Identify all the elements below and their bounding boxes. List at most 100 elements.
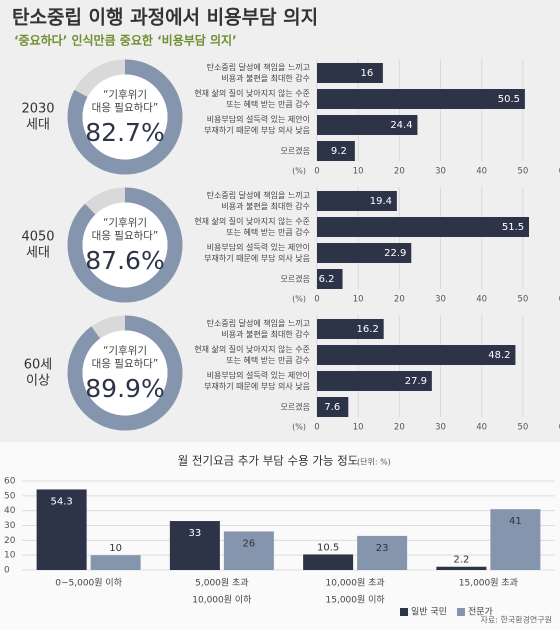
group-label: 2030 (21, 102, 54, 117)
bar-category: 부재하기 때문에 부담 의사 낮음 (204, 253, 310, 263)
bar-value: 41 (509, 516, 522, 527)
bar-value: 22.9 (384, 248, 406, 259)
bar-category: 부재하기 때문에 부담 의사 낮음 (204, 381, 310, 391)
bar-value: 16 (360, 68, 373, 79)
donut-hole (82, 202, 168, 288)
x-unit: (%) (292, 423, 306, 432)
bar-value: 10.5 (317, 542, 339, 553)
group-label: 이상 (26, 374, 50, 389)
x-tick-label: 50 (517, 167, 528, 177)
donut-label: “기후위기 (103, 216, 147, 229)
bar-category: 모르겠음 (281, 402, 310, 412)
bar (317, 141, 355, 161)
group-label: 세대 (26, 118, 50, 133)
title: 탄소중립 이행 과정에서 비용부담 의지 (12, 7, 318, 29)
y-tick-label: 0 (4, 566, 10, 576)
legend-label: 일반 국민 (411, 607, 447, 618)
bar-value: 6.2 (319, 274, 335, 285)
y-tick-label: 50 (4, 491, 16, 501)
bar-value: 16.2 (357, 324, 379, 335)
bar-value: 24.4 (390, 120, 412, 131)
x-tick-label: 10,000원 초과 (326, 578, 385, 589)
bar-category: 비용부담의 설득력 있는 제안이 (207, 370, 310, 380)
bar (490, 509, 541, 570)
y-tick-label: 10 (4, 551, 16, 561)
x-tick-label: 20 (394, 167, 405, 177)
group-label: 세대 (26, 246, 50, 261)
y-tick-label: 20 (4, 536, 16, 546)
x-tick-label: 20 (394, 295, 405, 305)
group-label: 4050 (21, 230, 54, 245)
donut-hole (82, 74, 168, 160)
bar (357, 535, 408, 570)
x-tick-label: 30 (435, 167, 446, 177)
bar-value: 26 (243, 538, 256, 549)
bar (169, 521, 220, 570)
bar-value: 9.2 (331, 146, 347, 157)
bar-category: 부재하기 때문에 부담 의사 낮음 (204, 125, 310, 135)
donut-value: 82.7% (85, 118, 164, 147)
bar-category: 탄소중립 달성에 책임을 느끼고 (207, 318, 310, 328)
bar-value: 50.5 (498, 94, 520, 105)
x-tick-label: 60 (559, 423, 560, 433)
bar-category: 또는 혜택 받는 만큼 감수 (226, 99, 310, 109)
bar (317, 345, 516, 365)
x-tick-label: 10 (353, 423, 364, 433)
bar-category: 탄소중립 달성에 책임을 느끼고 (207, 190, 310, 200)
donut-label: “기후위기 (103, 88, 147, 101)
x-tick-label: 60 (559, 167, 560, 177)
subtitle: ‘중요하다’ 인식만큼 중요한 ‘비용부담 의지’ (14, 33, 237, 48)
bar (223, 531, 274, 570)
x-unit: (%) (292, 295, 306, 304)
x-tick-label: 5,000원 초과 (195, 578, 248, 589)
bar-value: 2.2 (453, 555, 469, 566)
x-tick-label: 30 (435, 295, 446, 305)
bar (317, 115, 418, 135)
bar-value: 7.6 (324, 402, 340, 413)
bar-value: 48.2 (488, 350, 510, 361)
bar-category: 현재 삶의 질이 낮아지지 않는 수준 (194, 88, 310, 98)
bar-category: 비용과 불편을 최대한 감수 (221, 329, 310, 339)
bar (36, 489, 87, 570)
bar-category: 비용부담의 설득력 있는 제안이 (207, 114, 310, 124)
x-tick-label: 50 (517, 423, 528, 433)
x-tick-label: 10,000원 이하 (192, 595, 252, 606)
x-tick-label: 15,000원 이하 (326, 595, 386, 606)
donut-hole (82, 330, 168, 416)
x-tick-label: 20 (394, 423, 405, 433)
x-tick-label: 0 (314, 167, 319, 177)
bar (436, 566, 487, 570)
bar (317, 269, 343, 289)
chart-title: 월 전기요금 추가 부담 수용 가능 정도 (178, 454, 359, 468)
bar-value: 54.3 (50, 496, 72, 507)
donut-label: 대응 필요하다” (92, 229, 159, 242)
x-tick-label: 40 (476, 167, 487, 177)
chart-unit: (단위: %) (357, 457, 391, 467)
bar-category: 또는 혜택 받는 만큼 감수 (226, 355, 310, 365)
x-tick-label: 10 (353, 167, 364, 177)
x-tick-label: 60 (559, 295, 560, 305)
bar-category: 비용과 불편을 최대한 감수 (221, 201, 310, 211)
bar-value: 27.9 (405, 376, 427, 387)
x-tick-label: 40 (476, 423, 487, 433)
donut-segment (67, 315, 183, 431)
bar (303, 554, 354, 570)
bar-category: 현재 삶의 질이 낮아지지 않는 수준 (194, 216, 310, 226)
donut-value: 89.9% (85, 374, 164, 403)
x-tick-label: 40 (476, 295, 487, 305)
bar (317, 319, 384, 339)
bar-category: 비용과 불편을 최대한 감수 (221, 73, 310, 83)
bar (90, 555, 141, 570)
bar-category: 비용부담의 설득력 있는 제안이 (207, 242, 310, 252)
donut-label: 대응 필요하다” (92, 101, 159, 114)
x-tick-label: 15,000원 초과 (459, 578, 518, 589)
x-unit: (%) (292, 167, 306, 176)
bar (317, 397, 349, 417)
bar-value: 19.4 (370, 196, 392, 207)
legend-label: 전문가 (468, 607, 493, 618)
bar (317, 191, 397, 211)
y-tick-label: 30 (4, 521, 16, 531)
y-tick-label: 60 (4, 477, 16, 487)
bar-category: 모르겠음 (281, 274, 310, 284)
bar (317, 243, 412, 263)
